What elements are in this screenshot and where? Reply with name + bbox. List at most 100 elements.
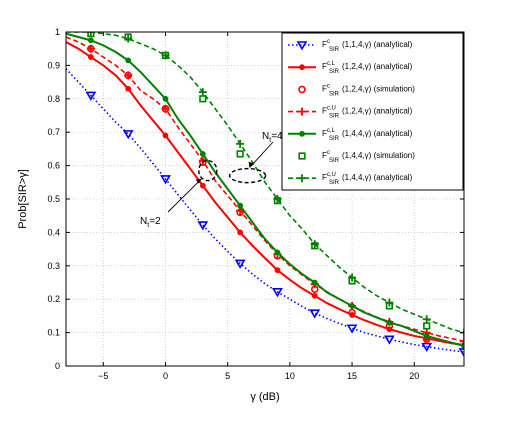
series-2 [66, 41, 464, 348]
series-4-point [460, 337, 464, 346]
legend-label-args: (1,4,4,γ) (simulation) [342, 151, 415, 160]
legend-marker [298, 107, 306, 116]
annotation-nt2-base: N [140, 216, 147, 227]
series-4-point [86, 44, 95, 53]
legend-label-sub: SIR [329, 69, 340, 75]
legend-label: Fc,L SIR(1,4,4,γ) (analytical) [322, 128, 413, 142]
series-4-point [161, 104, 170, 113]
series-2-point [311, 292, 318, 299]
annotation-nt4-base: N [262, 131, 269, 142]
series-7-point [422, 315, 431, 324]
series-5-point [274, 249, 281, 256]
legend-label-base: F [322, 129, 327, 138]
legend-label-sup: c,U [327, 106, 336, 112]
legend-entry-7: Fc,U SIR(1,4,4,γ) (analytical) [288, 172, 413, 186]
legend-label-sub: SIR [329, 114, 340, 120]
series-1-point [421, 342, 433, 353]
series-1 [66, 68, 464, 358]
legend-label-base: F [322, 40, 327, 49]
legend-entry-4: Fc,U SIR(1,2,4,γ) (analytical) [288, 106, 413, 120]
y-tick-label: 0 [55, 361, 60, 371]
series-2-line [66, 41, 464, 346]
y-tick-label: 0.1 [47, 328, 60, 338]
y-tick-label: 0.5 [47, 194, 60, 204]
series-7-point [385, 298, 394, 307]
y-tick-label: 0.3 [47, 261, 60, 271]
arrow-nt4 [249, 141, 274, 168]
legend-label-sup: c [327, 83, 330, 89]
arrow-head-nt4 [248, 161, 254, 168]
legend-label-sub: SIR [329, 91, 340, 97]
legend-label-base: F [322, 173, 327, 182]
series-2-point [162, 132, 169, 139]
legend-label: Fc,U SIR(1,4,4,γ) (analytical) [322, 172, 413, 186]
y-tick-label: 0.7 [47, 127, 60, 137]
legend-label-sub: SIR [329, 180, 340, 186]
legend-entry-2: Fc,L SIR(1,2,4,γ) (analytical) [288, 61, 413, 75]
x-tick-label: 0 [163, 371, 168, 381]
series-2-point [125, 85, 132, 92]
annotation-nt4-rest: =4 [271, 131, 283, 142]
series-1-point [272, 288, 283, 298]
arrow-head-nt2 [195, 178, 202, 184]
legend-label-base: F [322, 151, 327, 160]
annotation-layer: Nt=4Nt=2 [140, 131, 283, 229]
y-axis-label: Prob[SIR>γ] [17, 169, 29, 229]
series-layer [66, 32, 464, 358]
series-7-point [198, 88, 207, 97]
series-1-point [346, 324, 358, 334]
series-7-point [348, 273, 357, 282]
legend-marker [298, 85, 306, 94]
x-tick-label: 15 [347, 371, 357, 381]
annotation-nt4-sub: t [269, 137, 271, 144]
ellipse-nt4 [228, 167, 267, 184]
legend-label-args: (1,2,4,γ) (simulation) [342, 84, 415, 93]
annotation-nt2-rest: =2 [149, 216, 161, 227]
legend-marker [298, 152, 306, 160]
legend-label-sub: SIR [329, 158, 340, 164]
series-7-point [161, 51, 170, 60]
series-7 [66, 32, 464, 337]
legend-label-sup: c,L [327, 128, 336, 134]
series-2-point [237, 229, 244, 236]
legend-entry-3: Fc SIR(1,2,4,γ) (simulation) [298, 83, 415, 97]
series-5-point [386, 319, 393, 326]
series-1-point [309, 309, 321, 319]
x-tick-label: 20 [409, 371, 419, 381]
annotation-nt2-sub: t [147, 222, 149, 229]
series-7-point [273, 195, 282, 203]
legend-entry-5: Fc,L SIR(1,4,4,γ) (analytical) [288, 128, 413, 142]
series-1-point [197, 221, 209, 231]
series-5-point [87, 37, 94, 44]
legend-label-args: (1,1,4,γ) (analytical) [342, 40, 413, 49]
series-1-point [85, 91, 97, 101]
legend-entry-1: Fc SIR(1,1,4,γ) (analytical) [288, 39, 413, 53]
legend-label-base: F [322, 62, 327, 71]
legend-label: Fc,U SIR(1,2,4,γ) (analytical) [322, 106, 413, 120]
legend-label-sup: c [327, 39, 330, 45]
series-5 [66, 32, 464, 349]
legend-label-sup: c [327, 150, 330, 156]
series-5-point [349, 302, 355, 309]
series-4-point [124, 71, 133, 80]
series-1-line [66, 68, 464, 353]
y-tick-label: 0.9 [47, 60, 60, 70]
series-1-point [234, 259, 246, 269]
y-tick-label: 1 [55, 27, 60, 37]
series-1-point [458, 348, 464, 358]
y-tick-label: 0.8 [47, 94, 60, 104]
series-1-point [122, 130, 134, 140]
legend-marker [298, 174, 306, 183]
y-tick-label: 0.4 [47, 227, 60, 237]
legend-label-sup: c,L [327, 61, 336, 67]
legend-label-args: (1,2,4,γ) (analytical) [342, 62, 413, 71]
series-7-point [86, 32, 95, 36]
series-5-point [162, 95, 169, 102]
legend-entry-6: Fc SIR(1,4,4,γ) (simulation) [298, 150, 415, 164]
series-5-point [423, 333, 430, 339]
series-7-line [66, 32, 464, 334]
series-5-point [461, 343, 464, 349]
series-1-point [383, 335, 395, 345]
legend: FcSIR(1,1,4,γ) (analytical)Fc,L SIR(1,2,4… [281, 32, 464, 191]
